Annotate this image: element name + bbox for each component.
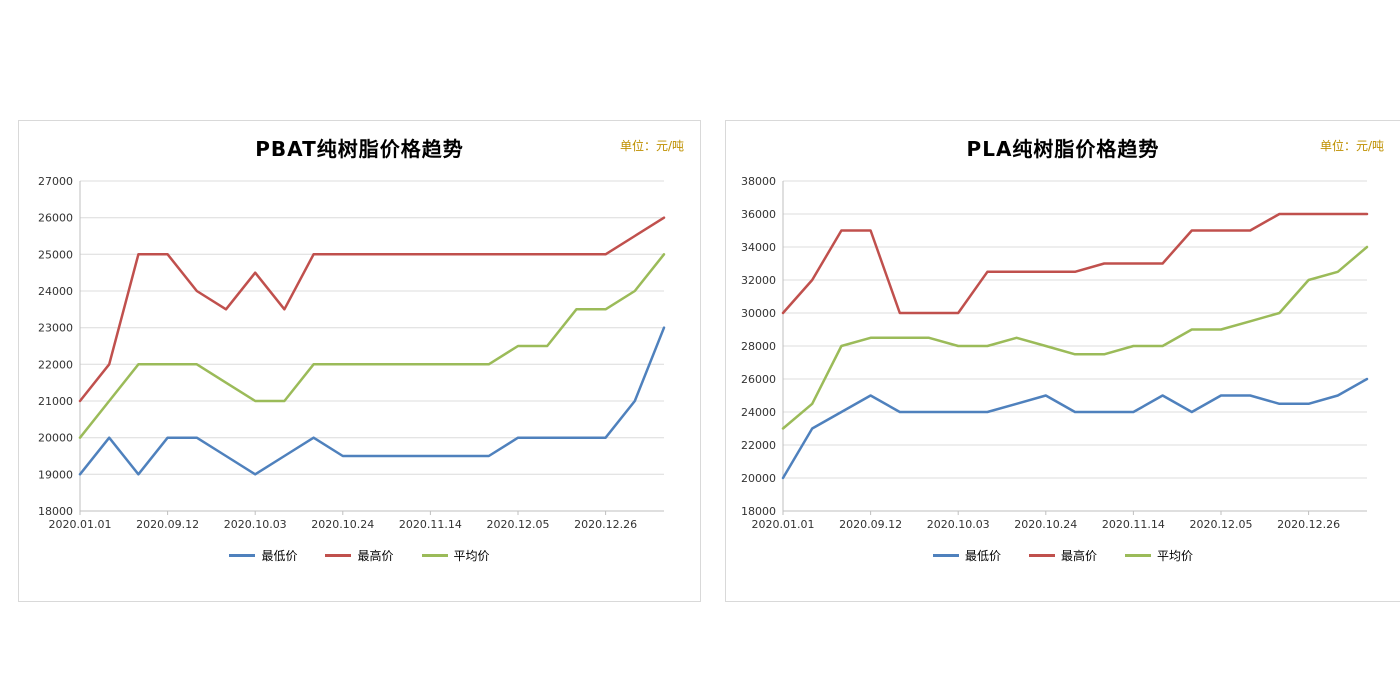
line-chart-svg: 18000 20000 22000 24000 26000 28000 30000 32000… — [741, 175, 1369, 531]
y-tick-label: 38000 — [741, 175, 776, 188]
y-tick-label: 20000 — [38, 432, 73, 445]
series-line-平均价 — [78, 253, 665, 439]
legend-item-avg: 平均价 — [1125, 547, 1193, 564]
legend-label: 平均价 — [1157, 549, 1194, 563]
max-price-swatch — [1028, 554, 1055, 557]
series-line-最低价 — [78, 326, 665, 476]
legend-item-avg: 平均价 — [421, 547, 490, 564]
pla-line-chart: 18000 20000 22000 24000 26000 28000 30000 32000… — [733, 165, 1393, 543]
y-tick-label: 18000 — [38, 505, 73, 518]
legend: 最低价 最高价 平均价 — [726, 547, 1400, 564]
y-tick-label: 20000 — [741, 472, 776, 485]
y-tick-label: 24000 — [741, 406, 776, 419]
legend: 最低价 最高价 平均价 — [19, 547, 700, 564]
x-tick-label: 2020.01.01 — [48, 518, 111, 531]
y-tick-label: 25000 — [38, 248, 73, 261]
unit-label: 单位：元/吨 — [1319, 139, 1384, 153]
legend-item-max: 最高价 — [325, 547, 394, 564]
legend-item-min: 最低价 — [932, 547, 1001, 564]
y-tick-label: 24000 — [38, 285, 73, 298]
x-tick-label: 2020.10.03 — [223, 518, 286, 531]
avg-price-swatch — [421, 554, 448, 557]
y-tick-label: 26000 — [741, 373, 776, 386]
y-tick-label: 34000 — [741, 241, 776, 254]
y-tick-label: 21000 — [38, 395, 73, 408]
pbat-chart-header: PBAT纯树脂价格趋势 单位：元/吨 — [19, 121, 700, 163]
x-tick-label: 2020.01.01 — [752, 518, 815, 531]
x-tick-label: 2020.09.12 — [839, 518, 902, 531]
x-tick-label: 2020.10.24 — [311, 518, 374, 531]
chart-title: PBAT纯树脂价格趋势 — [255, 137, 464, 161]
pbat-line-chart: 18000 19000 20000 21000 22000 23000 24000 25000… — [30, 165, 690, 543]
y-tick-label: 30000 — [741, 307, 776, 320]
pbat-chart-panel: PBAT纯树脂价格趋势 单位：元/吨 18000 19000 20000 21000 2… — [18, 120, 701, 602]
pla-chart-header: PLA纯树脂价格趋势 单位：元/吨 — [726, 121, 1400, 163]
legend-item-max: 最高价 — [1028, 547, 1097, 564]
series-line-最高价 — [781, 212, 1369, 315]
chart-title: PLA纯树脂价格趋势 — [966, 137, 1160, 161]
x-tick-label: 2020.11.14 — [1102, 518, 1165, 531]
x-tick-label: 2020.10.03 — [927, 518, 990, 531]
min-price-swatch — [932, 554, 959, 557]
y-tick-label: 36000 — [741, 208, 776, 221]
pla-chart-panel: PLA纯树脂价格趋势 单位：元/吨 18000 20000 22000 24000 26… — [725, 120, 1400, 602]
y-tick-label: 18000 — [741, 505, 776, 518]
legend-label: 最低价 — [964, 549, 1001, 563]
series-line-平均价 — [781, 245, 1369, 430]
x-tick-label: 2020.12.05 — [1190, 518, 1253, 531]
y-tick-label: 28000 — [741, 340, 776, 353]
y-tick-label: 32000 — [741, 274, 776, 287]
y-tick-label: 23000 — [38, 322, 73, 335]
unit-label: 单位：元/吨 — [619, 139, 684, 153]
y-tick-label: 22000 — [38, 358, 73, 371]
legend-label: 最低价 — [261, 549, 298, 563]
y-tick-label: 22000 — [741, 439, 776, 452]
series-line-最低价 — [781, 377, 1369, 480]
x-tick-label: 2020.09.12 — [136, 518, 199, 531]
x-tick-label: 2020.12.26 — [1277, 518, 1340, 531]
x-tick-label: 2020.10.24 — [1014, 518, 1077, 531]
avg-price-swatch — [1125, 554, 1151, 557]
y-tick-label: 26000 — [38, 212, 73, 225]
y-tick-label: 27000 — [38, 175, 73, 188]
legend-label: 最高价 — [357, 549, 394, 563]
x-tick-label: 2020.12.26 — [574, 518, 637, 531]
max-price-swatch — [325, 554, 352, 557]
x-tick-label: 2020.11.14 — [398, 518, 461, 531]
legend-label: 最高价 — [1060, 549, 1097, 563]
x-tick-label: 2020.12.05 — [486, 518, 549, 531]
line-chart-svg: 18000 19000 20000 21000 22000 23000 24000 25000… — [38, 175, 665, 531]
series-line-最高价 — [78, 216, 665, 403]
legend-label: 平均价 — [453, 549, 490, 563]
min-price-swatch — [229, 554, 256, 557]
legend-item-min: 最低价 — [229, 547, 297, 564]
y-tick-label: 19000 — [38, 468, 73, 481]
